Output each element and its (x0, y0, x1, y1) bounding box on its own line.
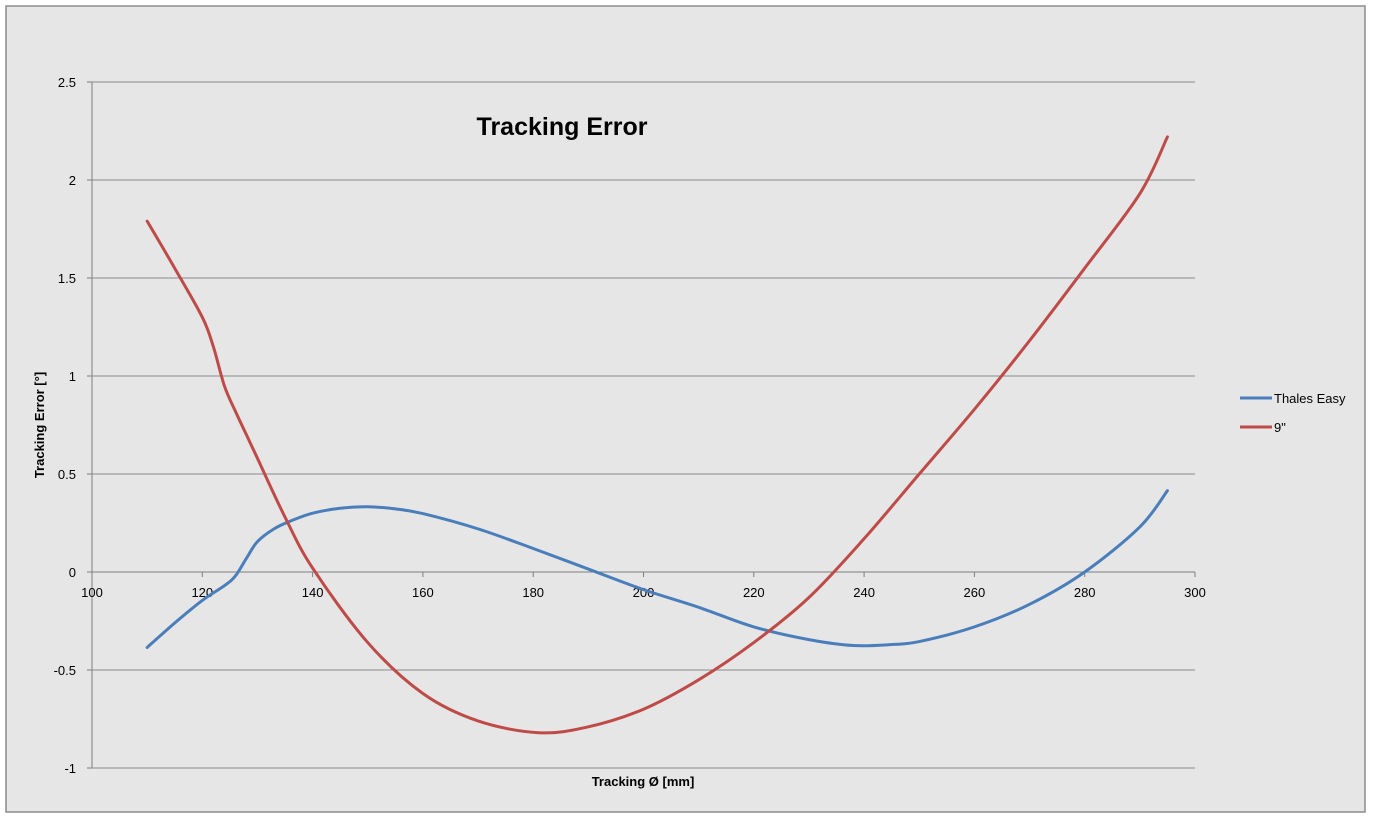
y-tick-label: -1 (64, 761, 76, 776)
y-tick-label: 0.5 (58, 467, 76, 482)
y-tick-label: 1 (69, 369, 76, 384)
chart-title: Tracking Error (477, 113, 648, 141)
gridlines (92, 81, 1195, 769)
series-line-1 (145, 135, 1169, 735)
legend: Thales Easy 9" (1240, 391, 1346, 435)
x-tick-label: 280 (1074, 585, 1096, 600)
x-tick-label: 240 (853, 585, 875, 600)
x-tick-label: 120 (191, 585, 213, 600)
y-axis-label: Tracking Error [°] (32, 372, 47, 478)
y-tick-label: 1.5 (58, 271, 76, 286)
series-lines (145, 135, 1169, 735)
y-tick-label: -0.5 (54, 663, 76, 678)
x-tick-label: 160 (412, 585, 434, 600)
chart-background (5, 5, 1366, 813)
x-tick-label: 300 (1184, 585, 1206, 600)
x-axis-label: Tracking Ø [mm] (592, 774, 695, 789)
legend-label: Thales Easy (1274, 391, 1346, 406)
y-tick-label: 2.5 (58, 75, 76, 90)
x-tick-label: 260 (964, 585, 986, 600)
series-line-0 (145, 489, 1169, 649)
legend-label: 9" (1274, 420, 1286, 435)
x-tick-label: 180 (522, 585, 544, 600)
y-tick-label: 2 (69, 173, 76, 188)
x-tick-label: 220 (743, 585, 765, 600)
x-tick-label: 140 (302, 585, 324, 600)
x-tick-label: 100 (81, 585, 103, 600)
y-tick-label: 0 (69, 565, 76, 580)
